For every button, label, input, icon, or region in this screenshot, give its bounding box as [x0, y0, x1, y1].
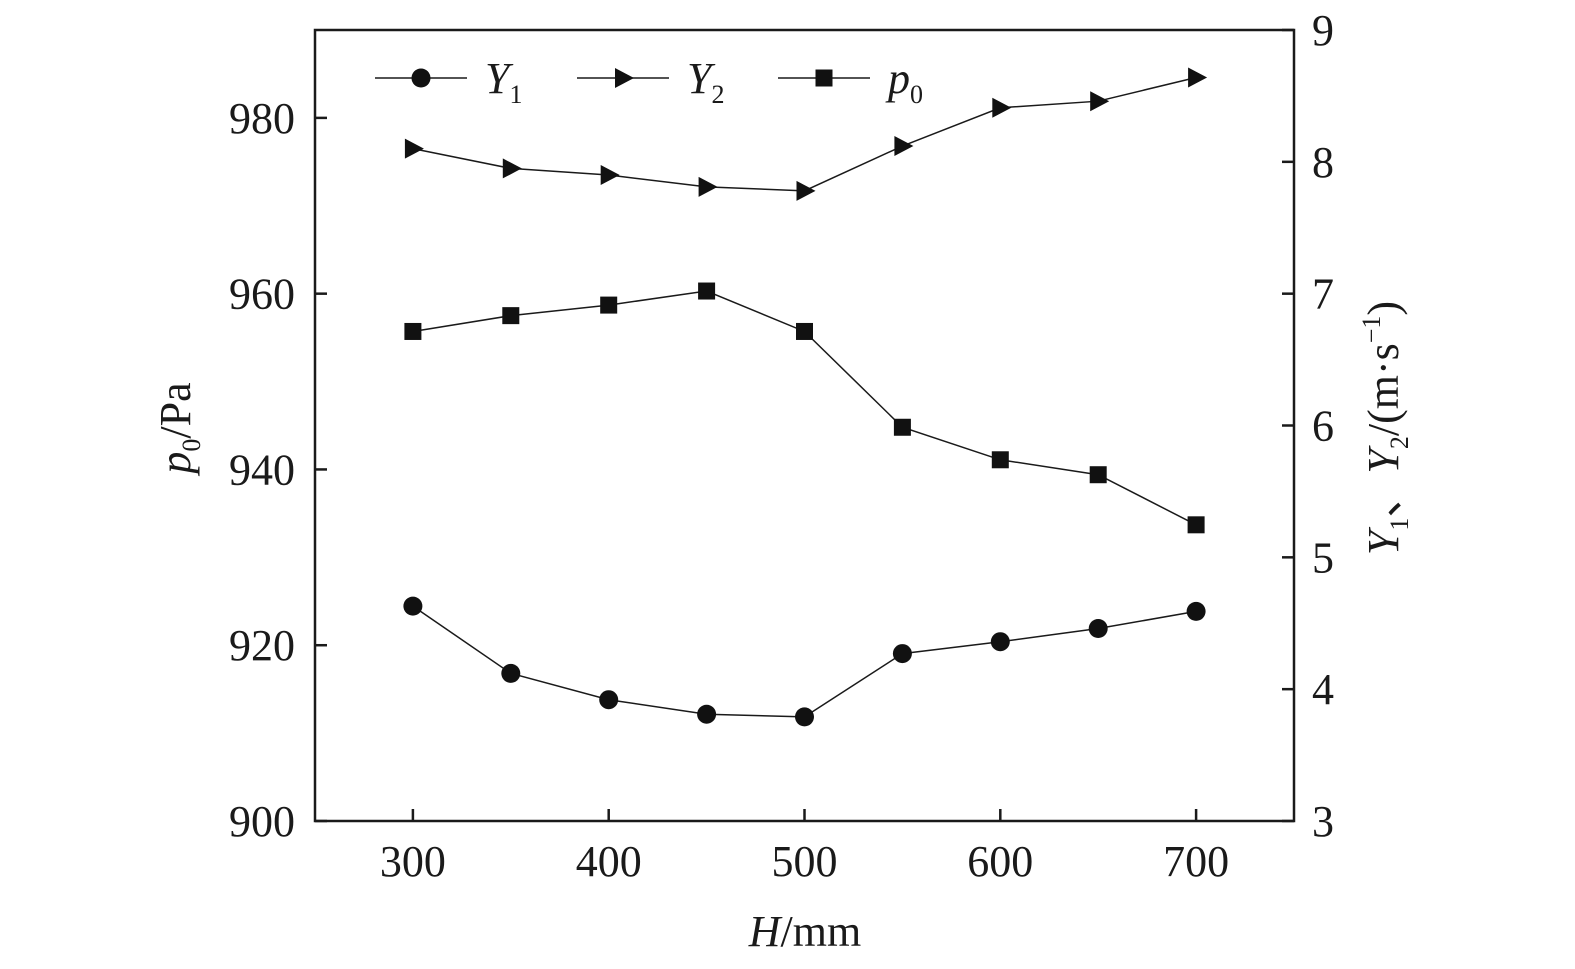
y-right-tick-label: 9	[1312, 6, 1334, 55]
y-right-tick-label: 7	[1312, 270, 1334, 319]
y-left-tick-label: 980	[229, 94, 295, 143]
axes: 300 400 500 600 700 900 920 940 960 980 3 4 5 6 7 8 9	[229, 6, 1334, 886]
data-point	[990, 632, 1010, 652]
y-left-tick-label: 940	[229, 445, 295, 494]
y-left-tick-label: 920	[229, 621, 295, 670]
data-point	[502, 307, 520, 325]
legend-item: p0	[778, 54, 923, 109]
data-point	[1088, 619, 1108, 639]
y-right-axis-title: Y1、Y2/(m·s−1)	[1357, 301, 1414, 555]
y-right-tick-label: 6	[1312, 402, 1334, 451]
data-point	[992, 97, 1012, 118]
data-point	[502, 158, 522, 179]
data-point	[403, 596, 423, 616]
data-point	[600, 165, 620, 186]
x-tick-label: 400	[576, 837, 642, 886]
data-point	[698, 176, 718, 197]
data-point	[501, 663, 521, 683]
data-point	[892, 644, 912, 664]
legend-label: Y2	[687, 54, 724, 109]
x-tick-label: 300	[380, 837, 446, 886]
data-point	[1090, 91, 1110, 112]
legend-label: Y1	[485, 54, 522, 109]
series-line	[412, 605, 1197, 718]
legend-item: Y2	[577, 54, 724, 109]
data-point	[404, 138, 424, 159]
data-point	[599, 690, 619, 710]
series-1	[404, 67, 1208, 201]
x-tick-label: 500	[772, 837, 838, 886]
y-right-tick-label: 8	[1312, 138, 1334, 187]
data-point	[796, 322, 813, 340]
legend: Y1 Y2 p0	[375, 54, 923, 109]
legend-item: Y1	[375, 54, 522, 109]
data-point	[991, 451, 1009, 469]
data-point	[600, 296, 618, 314]
data-point	[1089, 466, 1107, 484]
legend-label: p0	[885, 54, 923, 109]
x-tick-label: 700	[1163, 837, 1229, 886]
data-point	[698, 282, 716, 300]
x-tick-label: 600	[967, 837, 1033, 886]
data-point	[795, 707, 814, 727]
series-layer	[403, 67, 1208, 727]
series-line	[412, 76, 1197, 192]
y-left-tick-label: 900	[229, 797, 295, 846]
y-left-tick-label: 960	[229, 270, 295, 319]
y-right-tick-label: 4	[1312, 665, 1334, 714]
data-point	[796, 180, 816, 201]
y-left-axis-title: p0/Pa	[151, 382, 206, 476]
data-point	[1187, 516, 1205, 534]
plot-frame	[313, 28, 1296, 823]
data-point	[893, 418, 911, 436]
data-point	[697, 704, 717, 724]
series-0	[403, 596, 1206, 727]
legend-marker	[411, 68, 431, 88]
x-axis-title: H/mm	[748, 907, 861, 956]
data-point	[1186, 601, 1206, 621]
data-point	[1188, 67, 1208, 88]
data-point	[894, 136, 914, 157]
legend-marker	[815, 69, 833, 87]
y-right-tick-label: 5	[1312, 533, 1334, 582]
legend-marker	[615, 68, 634, 88]
series-2	[404, 282, 1205, 534]
data-point	[404, 322, 422, 340]
y-right-tick-label: 3	[1312, 797, 1334, 846]
